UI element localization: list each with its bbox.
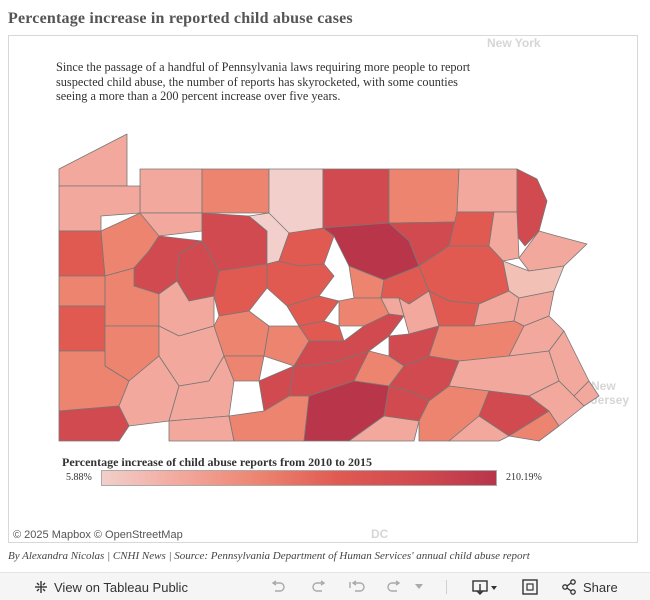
county-lawrence: [58, 275, 106, 307]
share-button[interactable]: Share: [561, 573, 618, 600]
county-lackawanna: [488, 211, 520, 262]
county-mckean: [201, 168, 270, 214]
county-centre: [266, 260, 335, 307]
county-greene: [58, 405, 130, 442]
legend-color-ramp: [101, 470, 497, 486]
forward-icon: [387, 580, 401, 592]
map-label-dc: DC: [371, 527, 389, 541]
undo-icon: [271, 580, 285, 592]
map-description: Since the passage of a handful of Pennsy…: [56, 60, 471, 103]
redo-button[interactable]: [311, 573, 327, 600]
share-icon: [562, 579, 576, 595]
download-button[interactable]: [472, 573, 498, 600]
county-bucks-south: [573, 380, 600, 407]
redo-icon: [312, 580, 326, 592]
share-label: Share: [583, 579, 618, 595]
county-clearfield: [213, 263, 268, 317]
legend-max-value: 210.19%: [506, 472, 542, 483]
pennsylvania-county-map[interactable]: [9, 36, 638, 543]
county-mifflin: [286, 295, 340, 327]
forward-button[interactable]: [386, 573, 402, 600]
tableau-toolbar: View on Tableau Public: [0, 572, 650, 600]
county-warren: [139, 168, 203, 214]
county-juniata: [298, 320, 345, 342]
fullscreen-button[interactable]: [522, 573, 538, 600]
forward-dropdown-button[interactable]: [415, 573, 423, 600]
toolbar-separator: [446, 580, 447, 594]
view-on-tableau-public-label: View on Tableau Public: [54, 579, 188, 595]
revert-button[interactable]: [348, 573, 366, 600]
view-on-tableau-public-button[interactable]: View on Tableau Public: [34, 573, 188, 600]
county-mercer: [58, 230, 106, 277]
tableau-logo-icon: [35, 581, 47, 593]
county-wyoming: [448, 211, 495, 247]
county-beaver: [58, 305, 106, 352]
map-frame[interactable]: New York New Jersey DC: [8, 35, 638, 543]
map-attribution[interactable]: © 2025 Mapbox © OpenStreetMap: [13, 529, 183, 541]
legend-min-value: 5.88%: [66, 472, 92, 483]
fullscreen-icon: [522, 579, 538, 595]
county-tioga: [322, 168, 390, 229]
undo-button[interactable]: [270, 573, 286, 600]
chevron-down-icon: [415, 584, 423, 589]
download-icon: [472, 580, 497, 595]
map-label-new-york: New York: [487, 36, 541, 50]
county-indiana: [213, 310, 270, 357]
source-credit: By Alexandra Nicolas | CNHI News | Sourc…: [8, 550, 530, 562]
legend-title: Percentage increase of child abuse repor…: [62, 455, 373, 469]
dashboard-title: Percentage increase in reported child ab…: [8, 10, 353, 27]
map-label-new-jersey: New Jersey: [591, 379, 630, 407]
county-susquehanna: [456, 168, 518, 213]
revert-icon: [349, 580, 365, 592]
county-erie: [58, 133, 128, 187]
county-bradford: [388, 168, 460, 224]
